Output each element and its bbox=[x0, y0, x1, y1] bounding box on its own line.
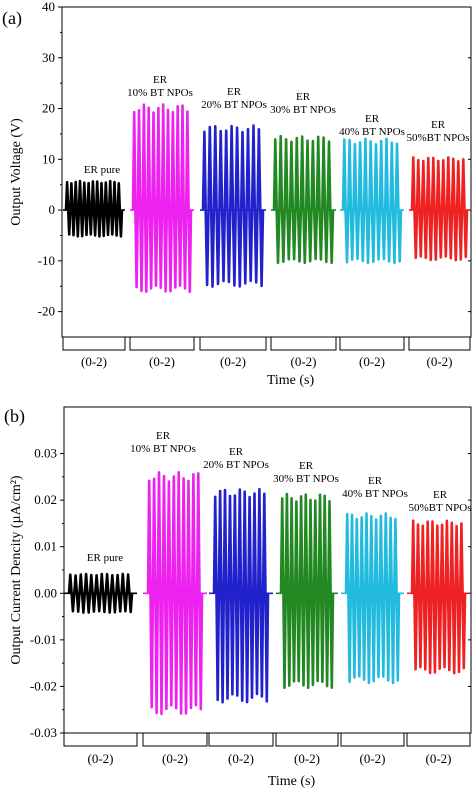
series-annotation: ER bbox=[299, 460, 314, 472]
chart-panel-a: -20 -10 0 10 20 30 40 (a) Output Voltage (V) (0-2… bbox=[2, 0, 472, 388]
y-tick-label: 0.00 bbox=[34, 585, 57, 600]
series-line-20-percent-bt bbox=[212, 487, 270, 704]
series-annotation: ER bbox=[365, 113, 380, 125]
y-tick-label: 0.02 bbox=[34, 492, 57, 507]
x-segment-label: (0-2) bbox=[294, 751, 320, 766]
series-line-40-percent-bt bbox=[341, 137, 403, 265]
plot-frame bbox=[61, 6, 472, 338]
chart-panel-b: -0.03 -0.02 -0.01 0.00 0.01 0.02 0.03 (b) Output… bbox=[4, 406, 472, 789]
series-annotation: 20% BT NPOs bbox=[203, 459, 269, 471]
x-segment-label: (0-2) bbox=[360, 751, 386, 766]
series-annotation: ER pure bbox=[84, 164, 120, 176]
series-line-50-percent-bt bbox=[410, 519, 467, 675]
series-annotation: 50%BT NPOs bbox=[406, 132, 469, 144]
x-axis-title: Time (s) bbox=[267, 373, 315, 388]
series-annotation: ER bbox=[433, 489, 448, 501]
y-tick-label: 20 bbox=[42, 101, 55, 116]
x-segment-bracket bbox=[275, 733, 339, 747]
x-segment-bracket bbox=[340, 733, 405, 747]
x-segment-bracket bbox=[339, 337, 405, 351]
y-tick-label: 0.03 bbox=[34, 446, 57, 461]
series-annotation: 10% BT NPOs bbox=[130, 443, 196, 455]
series-annotation: ER bbox=[227, 86, 242, 98]
series-annotation: ER bbox=[431, 119, 446, 131]
y-tick-label: -10 bbox=[38, 253, 55, 268]
y-tick-label: 0 bbox=[49, 202, 56, 217]
series-line-30-percent-bt bbox=[279, 492, 335, 689]
y-tick-label: 30 bbox=[42, 50, 55, 65]
series-line-10-percent-bt bbox=[131, 103, 193, 293]
x-segment-label: (0-2) bbox=[228, 751, 254, 766]
series-line-40-percent-bt bbox=[344, 512, 401, 685]
x-segment-bracket bbox=[270, 337, 337, 351]
x-segment-bracket bbox=[63, 733, 138, 747]
y-tick-label: -0.01 bbox=[30, 632, 57, 647]
y-tick-label: 10 bbox=[42, 151, 55, 166]
x-segment-bracket bbox=[62, 337, 126, 351]
series-annotation: ER bbox=[229, 446, 244, 458]
x-segment-label: (0-2) bbox=[427, 354, 453, 369]
x-segment-label: (0-2) bbox=[220, 354, 246, 369]
series-line-er-pure bbox=[64, 179, 124, 238]
series-annotation: 20% BT NPOs bbox=[201, 99, 267, 111]
x-segment-bracket bbox=[208, 733, 274, 747]
series-annotation: ER bbox=[296, 91, 311, 103]
x-axis-title: Time (s) bbox=[268, 774, 316, 789]
series-annotation: ER bbox=[156, 430, 171, 442]
series-annotation: 30% BT NPOs bbox=[273, 473, 339, 485]
y-tick-label: -0.03 bbox=[30, 725, 57, 740]
series-annotation: 10% BT NPOs bbox=[127, 87, 193, 99]
y-tick-label: -0.02 bbox=[30, 678, 57, 693]
series-annotation: ER bbox=[153, 74, 168, 86]
x-segment-label: (0-2) bbox=[291, 354, 317, 369]
x-segment-label: (0-2) bbox=[162, 751, 188, 766]
x-segment-bracket bbox=[406, 733, 471, 747]
x-segment-bracket bbox=[408, 337, 471, 351]
x-segment-label: (0-2) bbox=[81, 354, 107, 369]
series-line-50-percent-bt bbox=[410, 156, 469, 262]
y-tick-label: 0.01 bbox=[34, 539, 57, 554]
y-axis-title: Output Current Dencity (µA/cm²) bbox=[9, 475, 24, 665]
x-segment-label: (0-2) bbox=[149, 354, 175, 369]
x-segment-bracket bbox=[199, 337, 267, 351]
series-annotation: 40% BT NPOs bbox=[339, 126, 405, 138]
series-line-30-percent-bt bbox=[272, 134, 335, 265]
y-tick-label: 40 bbox=[42, 0, 55, 14]
x-segment-label: (0-2) bbox=[426, 751, 452, 766]
y-axis-title: Output Voltage (V) bbox=[9, 118, 24, 226]
series-annotation: 40% BT NPOs bbox=[342, 488, 408, 500]
x-segment-label: (0-2) bbox=[359, 354, 385, 369]
series-annotation: ER pure bbox=[87, 552, 123, 564]
panel-label: (b) bbox=[4, 406, 25, 427]
series-line-20-percent-bt bbox=[201, 124, 265, 288]
x-segment-label: (0-2) bbox=[88, 751, 114, 766]
series-annotation: 50%BT NPOs bbox=[408, 502, 471, 514]
series-annotation: 30% BT NPOs bbox=[270, 104, 336, 116]
x-segment-bracket bbox=[129, 337, 195, 351]
y-tick-label: -20 bbox=[38, 304, 55, 319]
x-segment-bracket bbox=[142, 733, 208, 747]
series-annotation: ER bbox=[368, 475, 383, 487]
panel-label: (a) bbox=[2, 8, 22, 29]
